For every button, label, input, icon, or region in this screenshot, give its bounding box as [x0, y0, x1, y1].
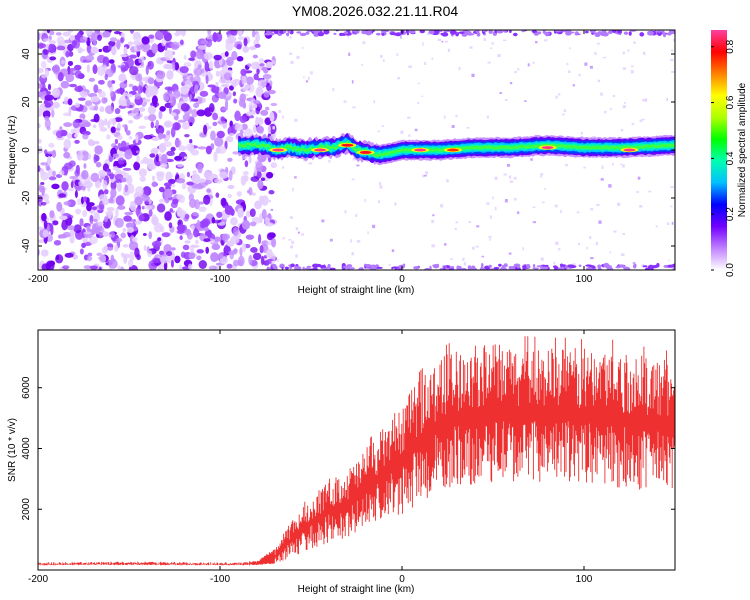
colorbar-tick-label: 0.0 [725, 263, 736, 277]
snr-x-ticks: -200 -100 0 100 [28, 330, 593, 585]
spectrogram-y-tick-label: 20 [21, 96, 32, 108]
figure-title: YM08.2026.032.21.11.R04 [292, 3, 459, 19]
colorbar-tick-label: 0.8 [725, 39, 736, 53]
snr-plot-area [38, 336, 675, 566]
snr-series [38, 336, 675, 566]
colorbar: 0.0 0.2 0.4 0.6 0.8 Normalized spectral ampl… [711, 30, 748, 277]
snr-chart: -200 -100 0 100 2000 4000 6000 Height of stra… [7, 329, 676, 595]
snr-y-tick-label: 6000 [21, 376, 32, 399]
spectrogram-x-tick-label: 100 [576, 274, 593, 285]
spectrogram-x-axis-label: Height of straight line (km) [298, 285, 415, 296]
snr-y-axis-label: SNR (10 * v/v) [7, 418, 18, 482]
snr-y-tick-label: 2000 [21, 498, 32, 521]
snr-y-tick-label: 4000 [21, 437, 32, 460]
spectrogram-y-ticks: -40 -20 0 20 40 [21, 48, 675, 253]
snr-x-axis-label: Height of straight line (km) [298, 584, 415, 595]
spectrogram-x-ticks: -200 -100 0 100 [28, 30, 593, 285]
spectrogram-x-tick-label: 0 [399, 274, 405, 285]
spectrogram-ridge-peaks [269, 143, 639, 155]
snr-x-tick-label: -200 [28, 574, 48, 585]
colorbar-tick-label: 0.4 [725, 151, 736, 165]
colorbar-tick-label: 0.2 [725, 207, 736, 221]
colorbar-gradient [711, 30, 727, 270]
snr-x-tick-label: 100 [576, 574, 593, 585]
snr-x-tick-label: 0 [399, 574, 405, 585]
spectrogram-y-tick-label: 40 [21, 48, 32, 60]
spectrogram-y-tick-label: -20 [21, 190, 32, 205]
spectrogram-y-tick-label: -40 [21, 238, 32, 253]
spectrogram-y-tick-label: 0 [21, 147, 32, 153]
spectrogram-x-tick-label: -200 [28, 274, 48, 285]
snr-frame [37, 329, 676, 571]
spectrogram-x-tick-label: -100 [210, 274, 230, 285]
colorbar-tick-label: 0.6 [725, 95, 736, 109]
snr-x-tick-label: -100 [210, 574, 230, 585]
spectrogram-speckles [38, 30, 675, 270]
colorbar-label: Normalized spectral amplitude [737, 82, 748, 217]
colorbar-ticks: 0.0 0.2 0.4 0.6 0.8 [711, 39, 736, 277]
snr-y-ticks: 2000 4000 6000 [21, 376, 675, 520]
spectrogram-heatmap [38, 30, 675, 270]
spectrogram-y-axis-label: Frequency (Hz) [7, 116, 18, 185]
